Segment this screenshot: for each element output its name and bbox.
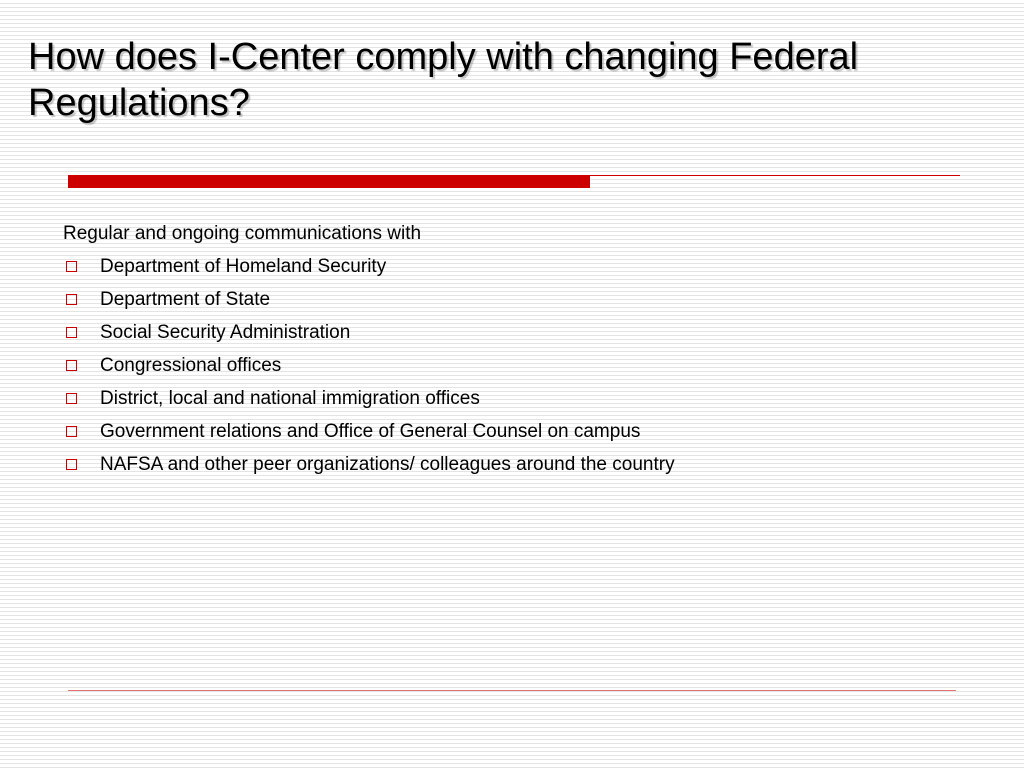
title-divider	[68, 175, 960, 188]
hollow-square-bullet-icon	[66, 294, 77, 305]
title-divider-thick-segment	[68, 175, 590, 188]
list-item: Department of State	[63, 288, 963, 321]
list-item-text: Government relations and Office of Gener…	[100, 421, 641, 442]
list-item-text: District, local and national immigration…	[100, 388, 480, 409]
list-item: Congressional offices	[63, 354, 963, 387]
footer-divider	[68, 690, 956, 691]
hollow-square-bullet-icon	[66, 360, 77, 371]
list-item: Department of Homeland Security	[63, 255, 963, 288]
list-item-text: Congressional offices	[100, 355, 282, 376]
list-item-text: Social Security Administration	[100, 322, 351, 343]
bullet-list: Department of Homeland Security Departme…	[63, 255, 963, 486]
hollow-square-bullet-icon	[66, 426, 77, 437]
list-item: NAFSA and other peer organizations/ coll…	[63, 453, 963, 486]
slide-body: Regular and ongoing communications with …	[63, 222, 963, 486]
hollow-square-bullet-icon	[66, 459, 77, 470]
hollow-square-bullet-icon	[66, 393, 77, 404]
title-divider-thin-segment	[590, 175, 960, 176]
intro-text: Regular and ongoing communications with	[63, 223, 422, 244]
list-item: Social Security Administration	[63, 321, 963, 354]
list-item: Government relations and Office of Gener…	[63, 420, 963, 453]
list-item-text: Department of Homeland Security	[100, 256, 387, 277]
list-item-text: Department of State	[100, 289, 271, 310]
list-item-text: NAFSA and other peer organizations/ coll…	[100, 454, 675, 475]
slide-title: How does I-Center comply with changing F…	[28, 36, 859, 124]
list-item: District, local and national immigration…	[63, 387, 963, 420]
hollow-square-bullet-icon	[66, 327, 77, 338]
hollow-square-bullet-icon	[66, 261, 77, 272]
